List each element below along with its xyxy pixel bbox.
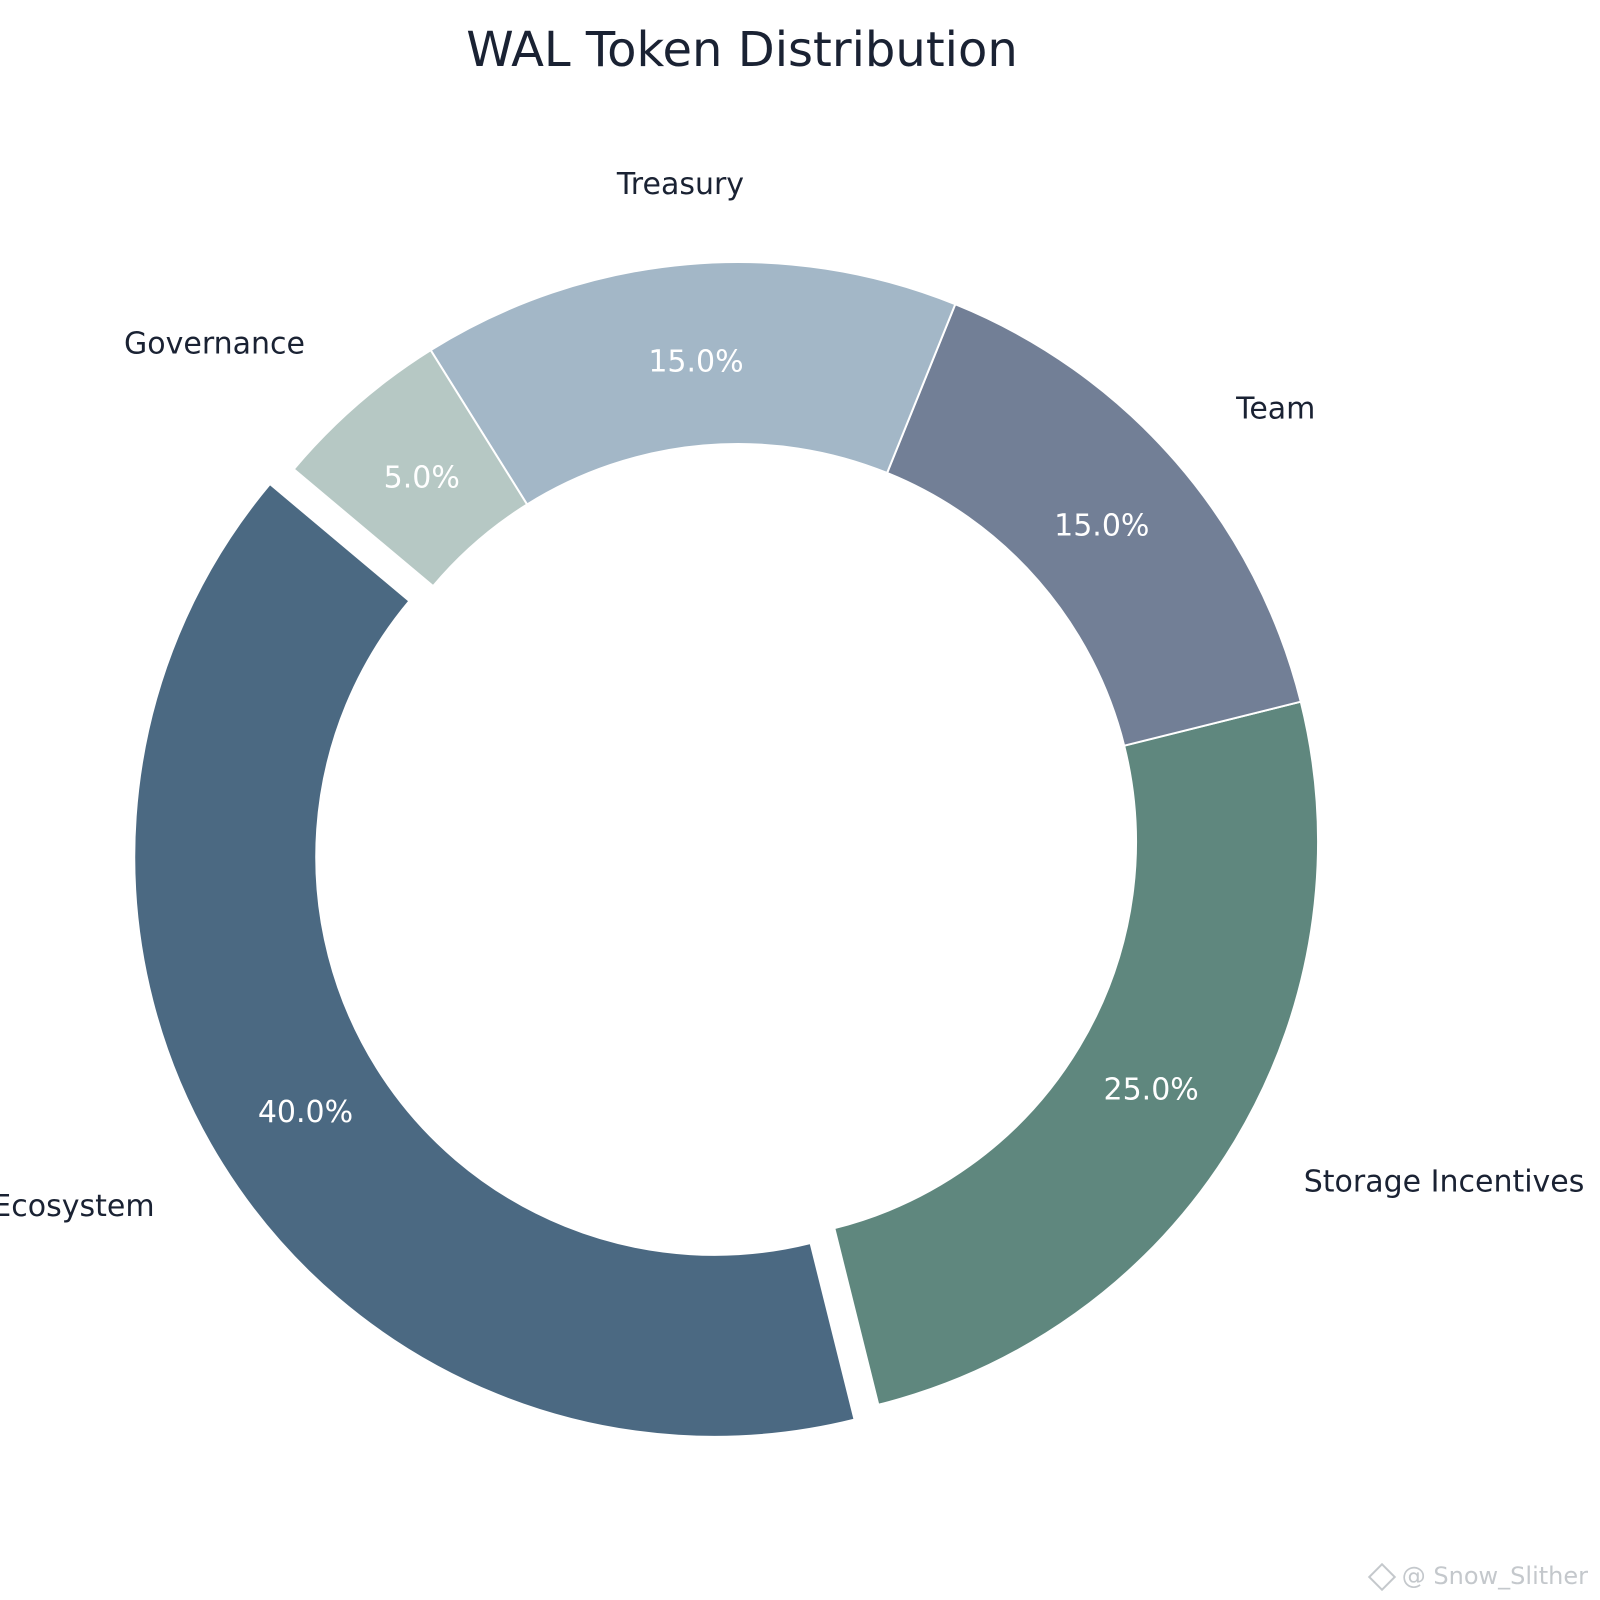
slice-governance <box>292 348 529 588</box>
watermark-logo-icon <box>1367 1562 1396 1592</box>
pct-label-team: 15.0% <box>1054 508 1149 543</box>
slice-team <box>885 302 1302 747</box>
slice-label-treasury: Treasury <box>616 167 744 202</box>
pct-label-treasury: 15.0% <box>648 344 743 379</box>
watermark-text: @ Snow_Slither <box>1401 1562 1588 1590</box>
watermark: @ Snow_Slither <box>1367 1562 1588 1592</box>
slice-label-storage-incentives: Storage Incentives <box>1304 1164 1585 1199</box>
pct-label-ecosystem: 40.0% <box>258 1095 353 1130</box>
slice-treasury <box>429 261 957 506</box>
slice-storage-incentives <box>833 700 1319 1406</box>
slices-group <box>133 261 1319 1438</box>
slice-label-governance: Governance <box>124 326 305 361</box>
slice-label-team: Team <box>1235 392 1315 427</box>
slice-label-ecosystem: Ecosystem <box>0 1189 155 1224</box>
pct-label-governance: 5.0% <box>384 461 460 496</box>
chart-title: WAL Token Distribution <box>466 22 1018 78</box>
pct-label-storage-incentives: 25.0% <box>1103 1073 1198 1108</box>
slice-ecosystem <box>133 482 856 1438</box>
labels-group: 40.0% Ecosystem 25.0% Storage Incentives 15.… <box>0 167 1584 1224</box>
